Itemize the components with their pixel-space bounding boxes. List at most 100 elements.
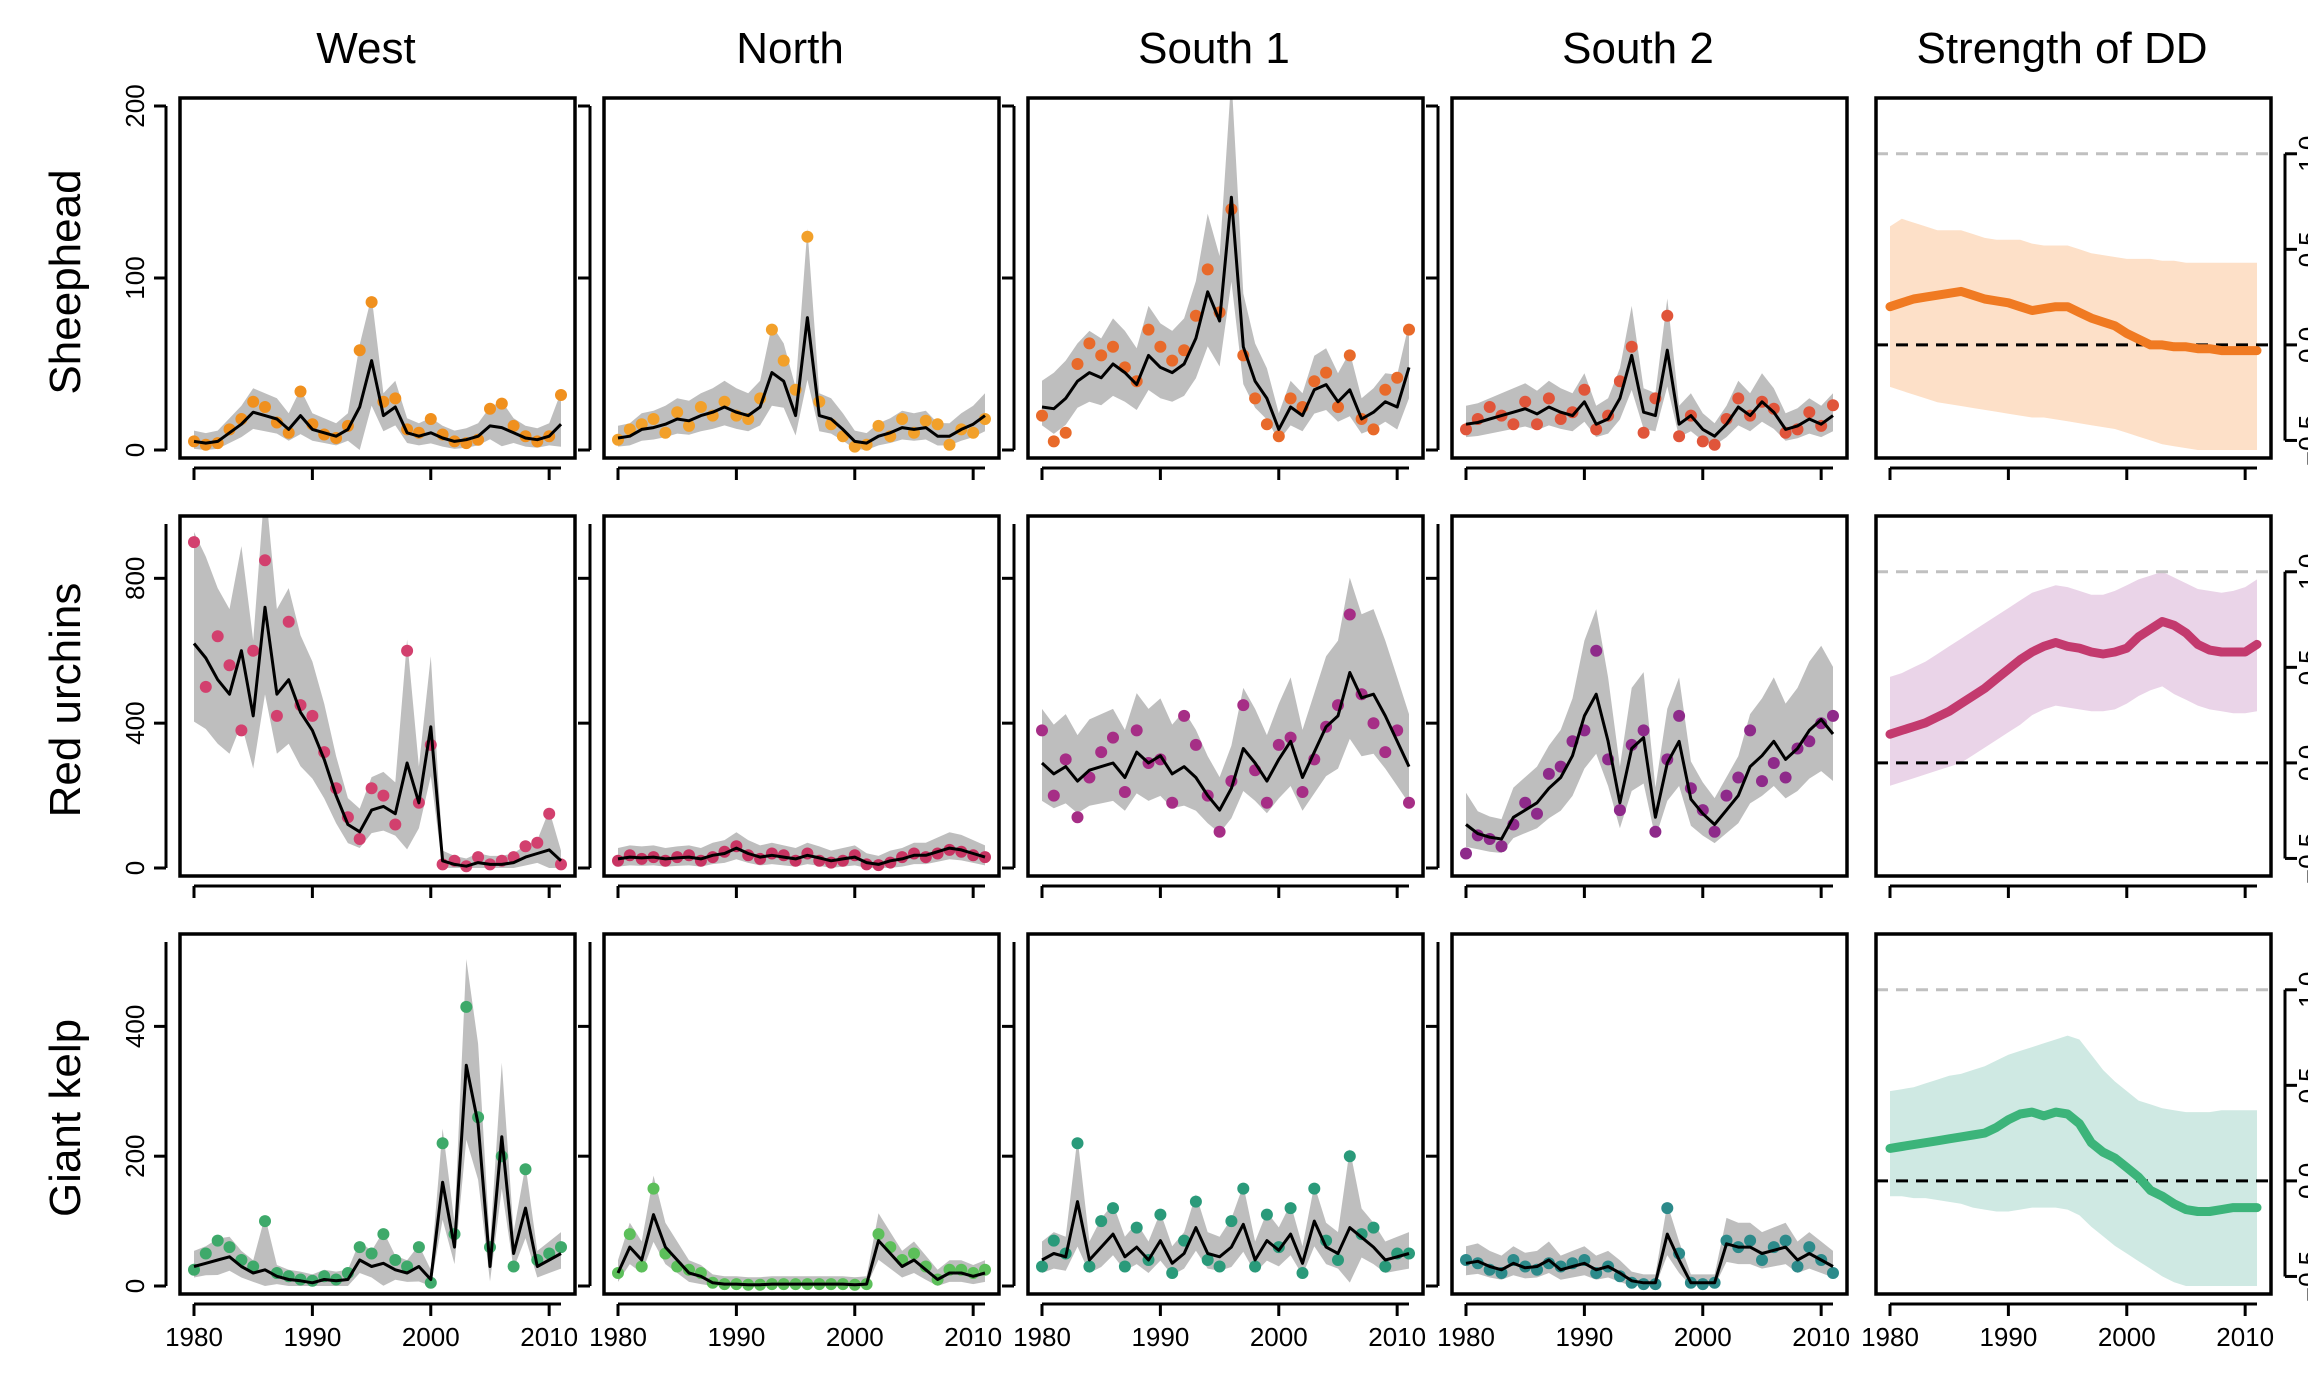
panel-red-urchins-north xyxy=(578,514,1001,898)
fitted-line xyxy=(192,605,563,868)
observed-point xyxy=(460,1000,473,1013)
plot-area xyxy=(1460,609,1839,860)
observed-point xyxy=(612,854,624,867)
x-tick-label: 2000 xyxy=(1250,1322,1308,1352)
observed-point xyxy=(1284,1202,1297,1215)
observed-point xyxy=(635,1260,648,1273)
fitted-line xyxy=(1041,1200,1410,1265)
panel-frame xyxy=(602,932,1001,1296)
observed-point xyxy=(1519,395,1532,408)
observed-point xyxy=(1036,724,1048,737)
observed-point xyxy=(1732,771,1745,784)
y-tick-label: 100 xyxy=(120,256,150,299)
observed-point xyxy=(1296,786,1309,798)
observed-point xyxy=(718,395,731,408)
observed-point xyxy=(1708,825,1721,838)
dd-plot-area xyxy=(1876,988,2271,1286)
observed-point xyxy=(1107,1202,1119,1215)
observed-point xyxy=(765,847,778,860)
observed-point xyxy=(1554,413,1567,425)
observed-point xyxy=(1625,340,1638,353)
observed-point xyxy=(683,849,695,862)
observed-point xyxy=(519,1163,532,1176)
fitted-line xyxy=(1465,1232,1834,1285)
plot-area xyxy=(188,296,567,451)
observed-point xyxy=(919,414,932,427)
panel-frame xyxy=(602,514,1001,878)
observed-point xyxy=(1237,1182,1250,1195)
x-tick-label: 2010 xyxy=(1368,1322,1426,1352)
x-tick-label: 1990 xyxy=(1979,1322,2037,1352)
observed-point xyxy=(353,1241,366,1254)
observed-point xyxy=(1827,1267,1839,1279)
x-tick-label: 2000 xyxy=(402,1322,460,1352)
observed-point xyxy=(436,1137,449,1150)
observed-point xyxy=(1095,349,1108,362)
panel-sheephead-south-2 xyxy=(1426,96,1849,480)
x-tick-label: 2000 xyxy=(1674,1322,1732,1352)
observed-point xyxy=(377,789,390,802)
observed-point xyxy=(1213,825,1226,838)
confidence-band xyxy=(618,832,985,868)
observed-point xyxy=(1767,757,1780,769)
panel-frame xyxy=(1450,932,1849,1296)
observed-point xyxy=(1673,430,1686,443)
x-tick-label: 2000 xyxy=(2098,1322,2156,1352)
observed-point xyxy=(1625,738,1638,751)
observed-point xyxy=(1118,1260,1131,1273)
observed-point xyxy=(919,1260,932,1273)
plot-area xyxy=(1036,98,1415,448)
observed-point xyxy=(1284,731,1297,744)
observed-point xyxy=(211,1234,224,1247)
column-titles: West North South 1 South 2 Strength of D… xyxy=(316,24,2207,73)
observed-point xyxy=(1756,775,1768,788)
confidence-band xyxy=(1466,298,1833,446)
observed-point xyxy=(801,230,814,243)
observed-point xyxy=(495,397,508,410)
panel-frame xyxy=(1026,514,1425,878)
y-tick-label: 400 xyxy=(120,1005,150,1048)
observed-point xyxy=(424,1276,437,1289)
observed-point xyxy=(1696,804,1709,817)
observed-point xyxy=(1332,401,1344,413)
observed-point xyxy=(1260,1208,1273,1221)
observed-point xyxy=(223,1241,236,1254)
dd-y-tick-label: 1.0 xyxy=(2293,554,2308,590)
observed-point xyxy=(848,440,861,453)
dd-strength-line xyxy=(1885,617,2262,739)
row-title-sheephead: Sheephead xyxy=(41,169,90,394)
observed-point xyxy=(555,389,567,401)
observed-point xyxy=(1249,392,1262,405)
x-tick-label: 1980 xyxy=(1013,1322,1071,1352)
plot-area xyxy=(612,1175,991,1291)
observed-point xyxy=(765,323,778,336)
x-tick-label: 1980 xyxy=(165,1322,223,1352)
observed-point xyxy=(896,413,909,425)
x-tick-label: 1990 xyxy=(283,1322,341,1352)
x-tick-label: 1990 xyxy=(1555,1322,1613,1352)
x-tick-label: 1990 xyxy=(707,1322,765,1352)
plot-area xyxy=(612,832,991,872)
observed-point xyxy=(199,438,212,451)
plot-area xyxy=(1036,1137,1415,1283)
observed-point xyxy=(247,644,260,657)
observed-point xyxy=(555,858,567,871)
observed-point xyxy=(211,630,224,643)
observed-point xyxy=(1661,309,1674,322)
observed-point xyxy=(1542,767,1555,780)
observed-point xyxy=(1059,426,1072,439)
observed-point xyxy=(1767,402,1780,415)
observed-point xyxy=(1343,608,1356,621)
observed-point xyxy=(943,438,956,451)
observed-point xyxy=(1201,263,1214,276)
x-tick-label: 2000 xyxy=(826,1322,884,1352)
observed-point xyxy=(353,833,366,845)
observed-point xyxy=(1107,340,1119,353)
observed-point xyxy=(1178,709,1191,722)
observed-point xyxy=(1744,1234,1757,1247)
observed-point xyxy=(777,354,790,367)
observed-point xyxy=(1507,418,1520,431)
observed-point xyxy=(519,840,532,853)
observed-point xyxy=(659,854,672,867)
